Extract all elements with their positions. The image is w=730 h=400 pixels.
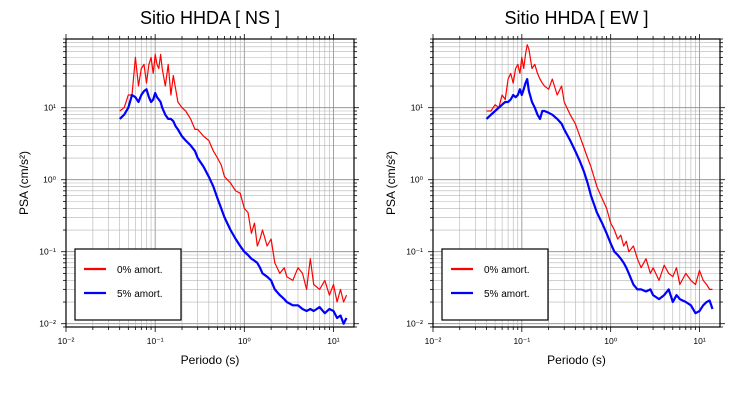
series-line-1 bbox=[486, 44, 713, 290]
series-line-1 bbox=[119, 53, 348, 303]
legend-label-1: 0% amort. bbox=[484, 265, 530, 276]
legend-label-2: 5% amort. bbox=[484, 289, 530, 300]
series-line-2 bbox=[118, 88, 348, 325]
x-tick-label: 10⁻² bbox=[425, 336, 442, 346]
legend-box bbox=[74, 248, 182, 321]
x-tick-label: 10⁰ bbox=[604, 336, 617, 346]
y-axis-label: PSA (cm/s²) bbox=[17, 151, 31, 215]
x-axis-label: Periodo (s) bbox=[547, 353, 606, 367]
chart-title: Sitio HHDA [ EW ] bbox=[504, 8, 648, 28]
chart-ew: 10⁻² 10⁻¹ 10⁰ 10¹ 10⁻² 10⁻¹ 10⁰ 10¹ Sitio HHDA [… bbox=[384, 8, 725, 367]
x-tick-label: 10⁻² bbox=[58, 336, 75, 346]
series-line-2 bbox=[485, 77, 714, 315]
y-axis-label: PSA (cm/s²) bbox=[384, 151, 398, 215]
y-tick-label: 10⁻² bbox=[39, 319, 56, 329]
legend: 0% amort. 5% amort. bbox=[441, 248, 549, 321]
x-tick-label: 10¹ bbox=[327, 336, 339, 346]
y-tick-label: 10⁻¹ bbox=[39, 247, 56, 257]
y-tick-label: 10⁰ bbox=[410, 175, 423, 185]
x-tick-label: 10⁻¹ bbox=[513, 336, 530, 346]
x-tick-label: 10¹ bbox=[693, 336, 705, 346]
chart-title: Sitio HHDA [ NS ] bbox=[140, 8, 280, 28]
x-axis-label: Periodo (s) bbox=[181, 353, 240, 367]
axis-ticks bbox=[61, 34, 359, 332]
x-tick-label: 10⁻¹ bbox=[147, 336, 164, 346]
y-tick-label: 10⁻² bbox=[406, 319, 423, 329]
chart-ns: 10⁻² 10⁻¹ 10⁰ 10¹ 10⁻² 10⁻¹ 10⁰ 10¹ Sitio HHDA [… bbox=[17, 8, 359, 367]
legend-box bbox=[441, 248, 549, 321]
x-tick-label: 10⁰ bbox=[238, 336, 251, 346]
y-tick-label: 10⁻¹ bbox=[406, 247, 423, 257]
legend-label-1: 0% amort. bbox=[117, 265, 163, 276]
legend-label-2: 5% amort. bbox=[117, 289, 163, 300]
axis-ticks bbox=[428, 34, 725, 332]
legend: 0% amort. 5% amort. bbox=[74, 248, 182, 321]
y-tick-label: 10¹ bbox=[411, 103, 423, 113]
y-tick-label: 10⁰ bbox=[43, 175, 56, 185]
y-tick-label: 10¹ bbox=[44, 103, 56, 113]
